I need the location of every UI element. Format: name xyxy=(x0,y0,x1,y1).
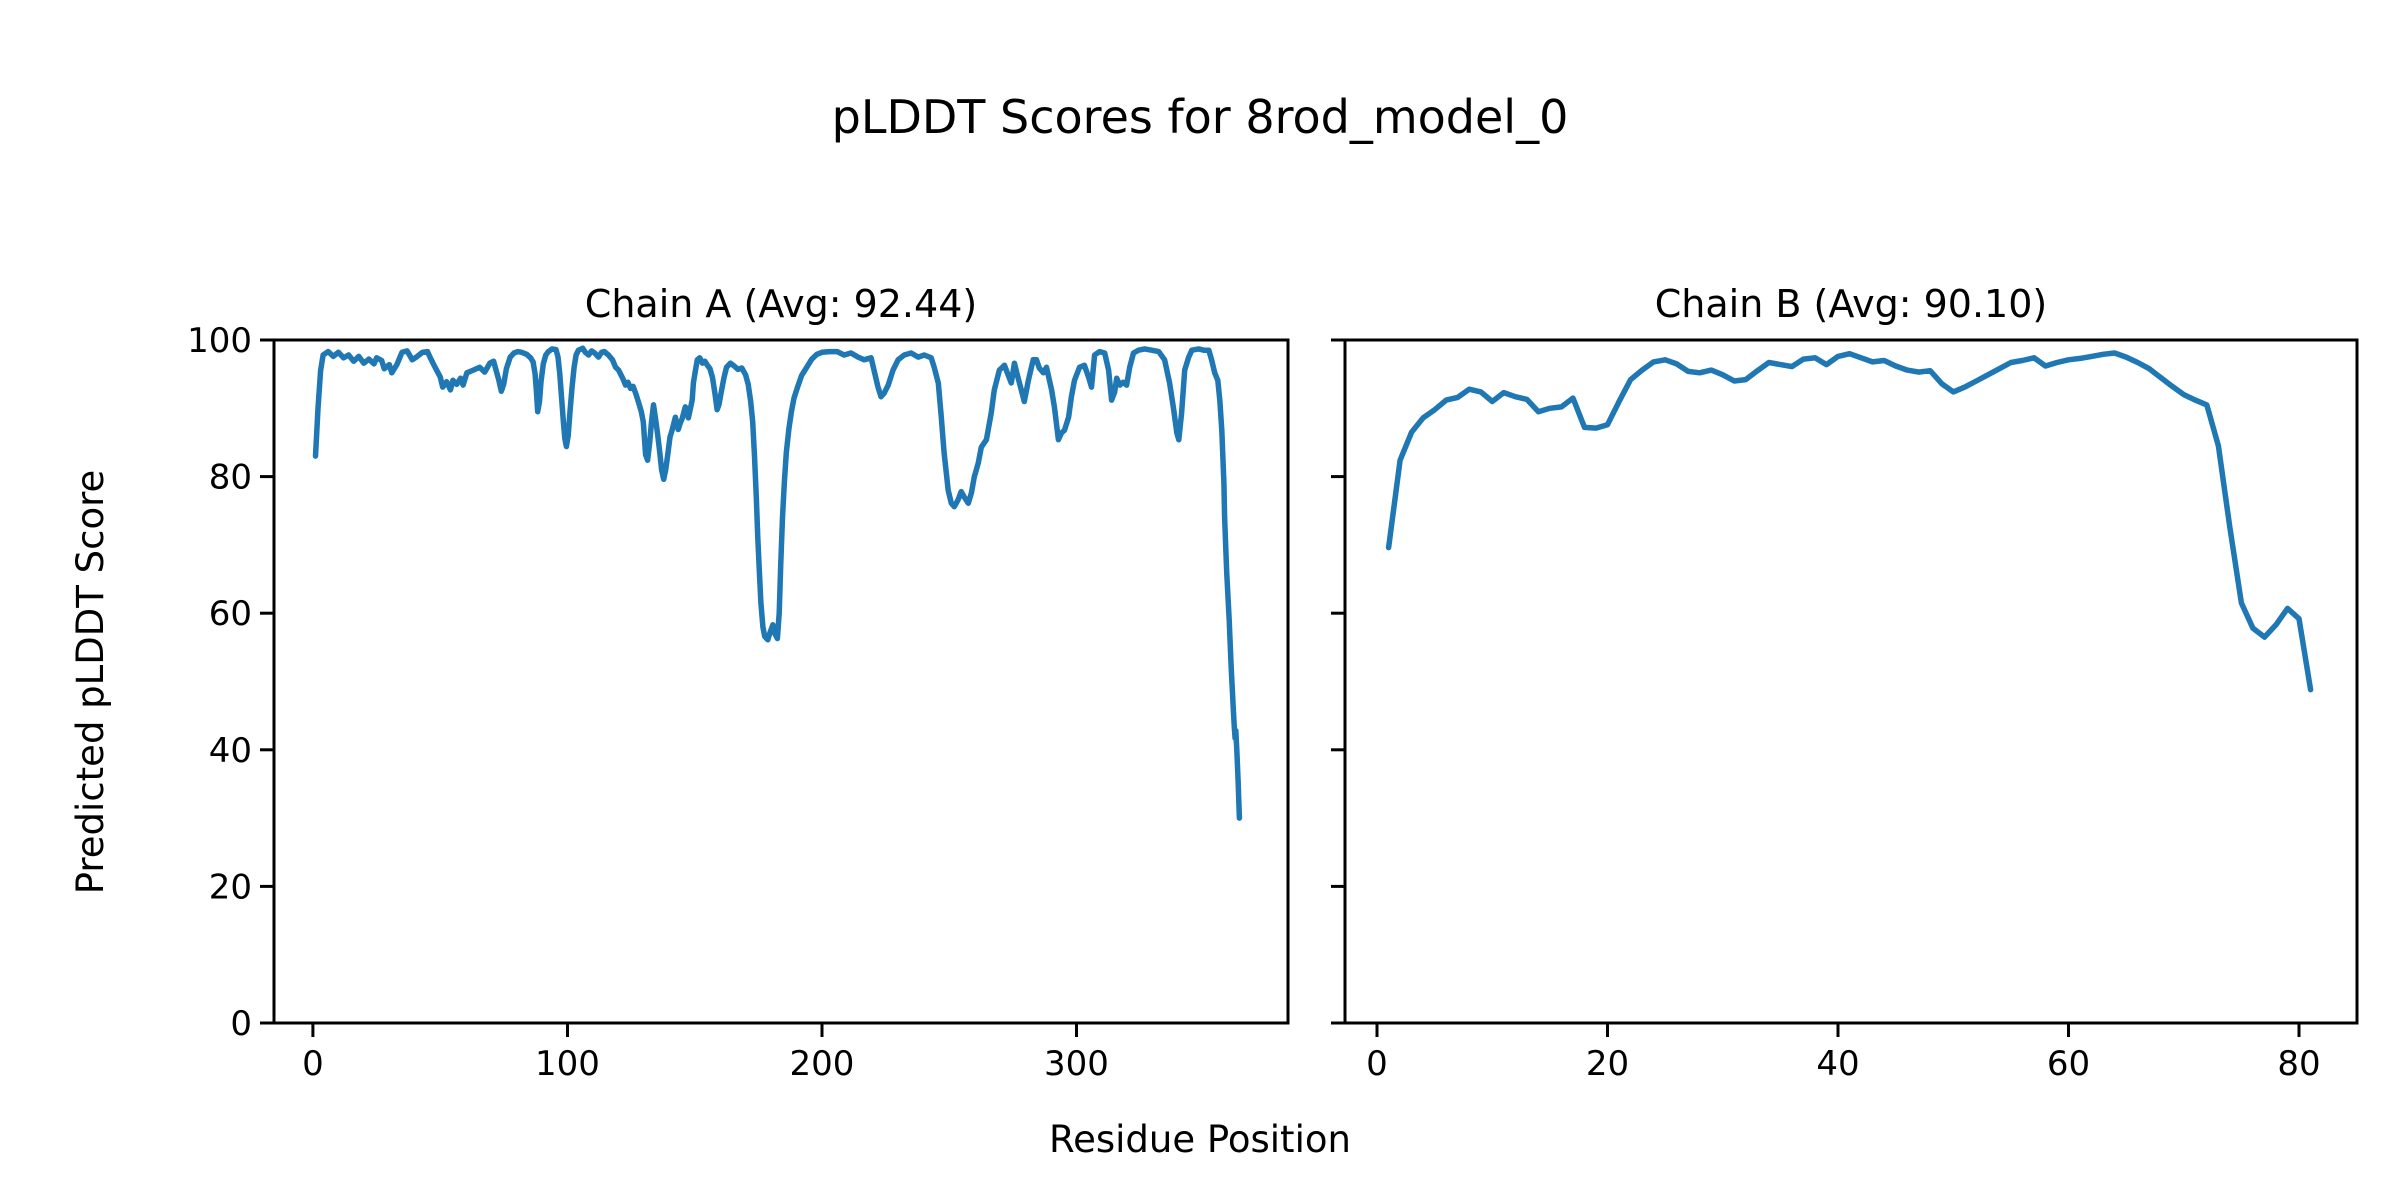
y-tick-label: 0 xyxy=(230,1004,252,1044)
x-tick-label: 300 xyxy=(1044,1044,1109,1084)
x-axis-label: Residue Position xyxy=(1049,1118,1351,1161)
y-tick-label: 80 xyxy=(209,458,252,498)
figure-title: pLDDT Scores for 8rod_model_0 xyxy=(832,90,1569,144)
chain-a-axes: 0 100 200 300 0 20 40 60 80 100 xyxy=(187,321,1290,1084)
chain-b-plddt-line xyxy=(1385,350,2314,693)
y-axis-label: Predicted pLDDT Score xyxy=(69,470,112,895)
x-tick-label: 40 xyxy=(1816,1044,1859,1084)
x-tick-label: 60 xyxy=(2047,1044,2090,1084)
x-tick-label: 80 xyxy=(2277,1044,2320,1084)
y-tick-label: 40 xyxy=(209,731,252,771)
x-tick-label: 20 xyxy=(1586,1044,1629,1084)
x-tick-label: 100 xyxy=(535,1044,600,1084)
axes-frame xyxy=(272,338,1290,1025)
chain-a-subplot-title: Chain A (Avg: 92.44) xyxy=(585,282,977,326)
x-tick-label: 0 xyxy=(302,1044,324,1084)
x-tick-label: 200 xyxy=(790,1044,855,1084)
x-tick-label: 0 xyxy=(1366,1044,1388,1084)
chain-a-plddt-line xyxy=(312,345,1243,821)
y-tick-label: 20 xyxy=(209,867,252,907)
y-tick-label: 60 xyxy=(209,594,252,634)
chain-b-subplot-title: Chain B (Avg: 90.10) xyxy=(1655,282,2047,326)
chain-b-axes: 0 20 40 60 80 xyxy=(1331,338,2359,1084)
y-tick-label: 100 xyxy=(187,321,252,361)
axes-frame xyxy=(1343,338,2359,1025)
